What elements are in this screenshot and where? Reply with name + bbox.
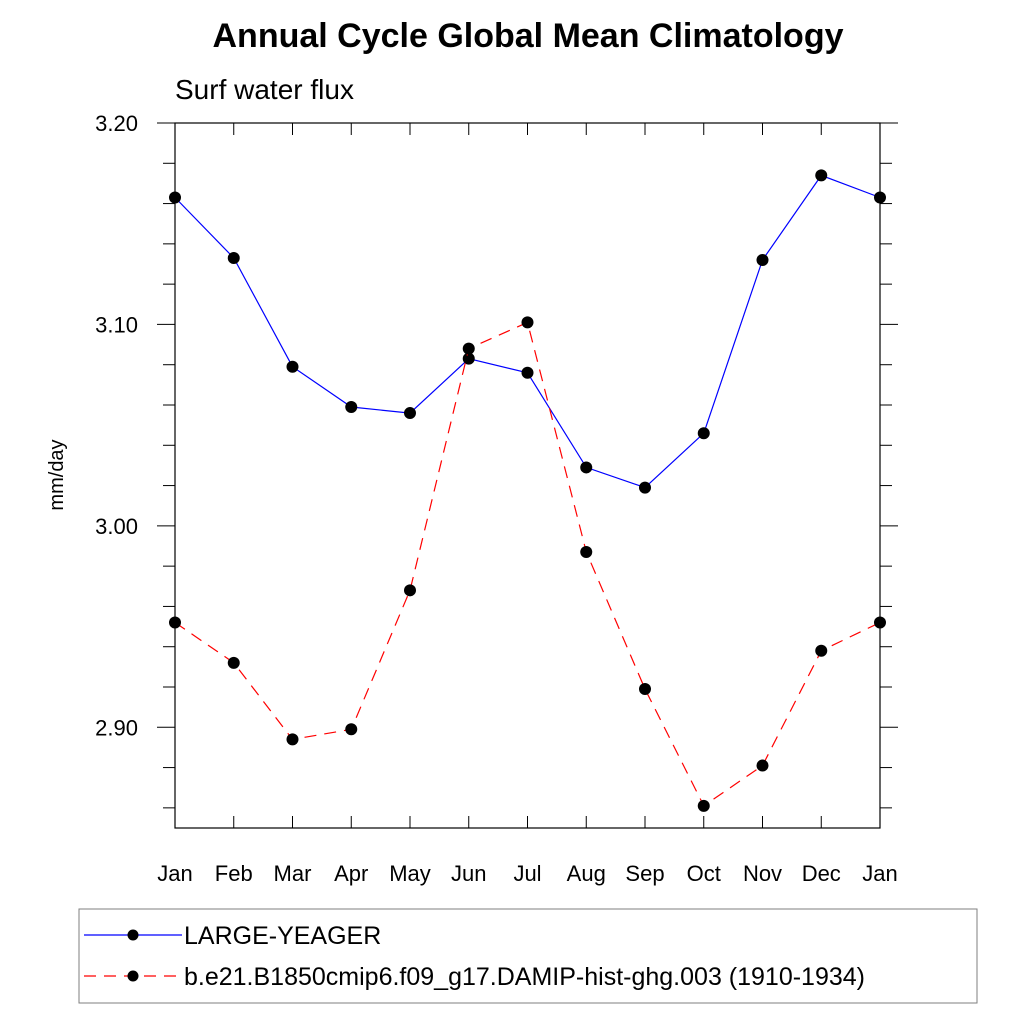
y-axis-label: mm/day bbox=[46, 439, 68, 510]
series-0-point bbox=[521, 366, 534, 379]
series-0-point bbox=[756, 253, 769, 266]
legend-box bbox=[78, 908, 978, 1004]
chart-subtitle: Surf water flux bbox=[175, 74, 354, 105]
y-tick-label: 3.20 bbox=[95, 111, 138, 136]
series-layer bbox=[169, 169, 886, 812]
series-1-point bbox=[580, 546, 593, 559]
series-1-point bbox=[227, 656, 240, 669]
series-1-point bbox=[462, 342, 475, 355]
series-0-point bbox=[286, 360, 299, 373]
series-0-point bbox=[697, 427, 710, 440]
series-0-point bbox=[462, 352, 475, 365]
series-0-point bbox=[169, 191, 181, 204]
series-1-point bbox=[697, 799, 710, 812]
legend: LARGE-YEAGER b.e21.B1850cmip6.f09_g17.DA… bbox=[78, 908, 978, 1004]
x-tick-label: Jun bbox=[451, 861, 486, 886]
legend-entry-large-yeager: LARGE-YEAGER bbox=[84, 922, 381, 950]
series-line-0 bbox=[174, 174, 881, 489]
x-tick-label: Oct bbox=[687, 861, 721, 886]
y-tick-label: 3.00 bbox=[95, 514, 138, 539]
series-0-point bbox=[227, 251, 240, 264]
x-tick-label: Mar bbox=[274, 861, 312, 886]
legend-marker-large-yeager bbox=[127, 929, 139, 941]
series-0-point bbox=[874, 191, 886, 204]
series-1-point bbox=[286, 733, 299, 746]
x-tick-label: Jan bbox=[157, 861, 192, 886]
series-line-1 bbox=[174, 321, 881, 807]
series-1-point bbox=[874, 616, 886, 629]
y-tick-label: 2.90 bbox=[95, 715, 138, 740]
x-tick-label: Nov bbox=[743, 861, 782, 886]
x-tick-label: Sep bbox=[625, 861, 664, 886]
series-0-point bbox=[639, 481, 651, 494]
x-tick-label: May bbox=[389, 861, 431, 886]
series-1-point bbox=[521, 316, 534, 329]
series-0-point bbox=[580, 461, 593, 474]
plot-frame bbox=[174, 122, 881, 829]
axis-ticks: Jan Feb Mar Apr May Jun Jul Aug Sep Oct Nov Dec Jan 2… bbox=[95, 111, 898, 886]
series-0-point bbox=[404, 407, 416, 420]
series-1-point bbox=[169, 616, 181, 629]
chart-title: Annual Cycle Global Mean Climatology bbox=[213, 17, 844, 55]
legend-marker-damip bbox=[127, 970, 139, 982]
legend-label-damip: b.e21.B1850cmip6.f09_g17.DAMIP-hist-ghg.… bbox=[184, 963, 865, 991]
y-tick-label: 3.10 bbox=[95, 312, 138, 337]
series-1-point bbox=[345, 723, 358, 736]
x-tick-label: Apr bbox=[334, 861, 368, 886]
series-1-point bbox=[639, 683, 651, 696]
series-1-point bbox=[815, 644, 828, 657]
legend-entry-damip: b.e21.B1850cmip6.f09_g17.DAMIP-hist-ghg.… bbox=[84, 963, 865, 991]
x-tick-label: Dec bbox=[802, 861, 841, 886]
x-tick-label: Aug bbox=[567, 861, 606, 886]
x-tick-label: Jul bbox=[513, 861, 541, 886]
x-tick-label: Jan bbox=[862, 861, 897, 886]
legend-label-large-yeager: LARGE-YEAGER bbox=[184, 922, 381, 950]
series-0-point bbox=[345, 401, 358, 414]
x-tick-label: Feb bbox=[215, 861, 253, 886]
series-0-point bbox=[815, 169, 828, 182]
series-1-point bbox=[756, 759, 769, 772]
series-1-point bbox=[404, 584, 416, 597]
